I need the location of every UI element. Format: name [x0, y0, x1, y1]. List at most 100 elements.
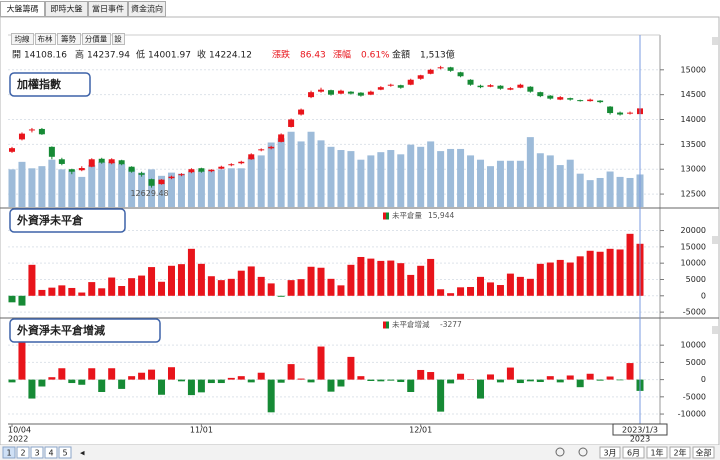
volume-bar — [447, 148, 455, 207]
tool-button[interactable] — [82, 33, 111, 45]
page-button[interactable] — [2, 446, 16, 459]
info-value: 14001.97 — [148, 51, 191, 61]
candle-body — [98, 158, 105, 163]
x-sub-label: 2022 — [8, 435, 28, 444]
tab[interactable] — [0, 1, 45, 17]
page-button[interactable] — [30, 446, 44, 459]
tool-label[interactable]: 均線 — [15, 34, 30, 44]
range-button[interactable] — [622, 446, 645, 459]
volume-bar — [317, 140, 325, 207]
volume-bar — [516, 160, 524, 207]
bar — [317, 267, 325, 296]
range-label[interactable]: 2年 — [673, 448, 686, 458]
tool-label[interactable]: 布林 — [38, 34, 53, 44]
range-label[interactable]: 1年 — [650, 448, 663, 458]
volume-bar — [546, 155, 554, 207]
panel-label: 外資淨未平倉增減 — [16, 323, 105, 337]
bar — [18, 295, 26, 306]
bar — [247, 266, 255, 296]
page-button[interactable] — [16, 446, 30, 459]
bar — [357, 376, 365, 380]
bar — [297, 279, 305, 296]
candle-body — [138, 173, 145, 175]
volume-bar — [556, 165, 564, 207]
tool-label[interactable]: 籌勢 — [61, 34, 76, 44]
bar — [626, 233, 634, 296]
tab[interactable] — [45, 1, 88, 17]
scroll-button[interactable] — [712, 236, 718, 244]
y-tick-label: 0 — [701, 291, 706, 300]
candle-body — [417, 75, 424, 79]
bar — [177, 264, 185, 296]
page-button[interactable] — [44, 446, 58, 459]
bar — [177, 379, 185, 382]
volume-bar — [596, 177, 604, 207]
volume-bar — [337, 150, 345, 207]
candle-body — [238, 161, 245, 164]
bar — [267, 379, 275, 413]
range-label[interactable]: 全部 — [696, 448, 712, 458]
tool-button[interactable] — [57, 33, 81, 45]
bar — [217, 280, 225, 296]
candle-body — [258, 149, 265, 151]
bar — [477, 276, 485, 296]
candle-body — [527, 86, 534, 92]
x-tick-label: 2023/1/3 — [622, 426, 658, 435]
bar — [98, 379, 106, 393]
range-button[interactable] — [692, 446, 715, 459]
range-label[interactable]: 3月 — [603, 449, 616, 458]
page-label[interactable]: 2 — [20, 449, 25, 458]
candle-body — [437, 67, 444, 69]
tab-label[interactable]: 大盤籌碼 — [7, 4, 39, 14]
candle-body — [168, 176, 175, 179]
pager-arrow[interactable]: ◂ — [80, 449, 85, 459]
legend-swatch — [386, 212, 389, 220]
legend-label: 未平倉量 — [392, 210, 422, 220]
volume-bar — [377, 152, 385, 207]
page-label[interactable]: 1 — [6, 449, 11, 458]
tool-button[interactable] — [35, 33, 56, 45]
tool-label[interactable]: 設 — [114, 34, 122, 44]
x-sub-label: 2023 — [630, 435, 650, 444]
panel-label: 加權指數 — [16, 77, 61, 91]
range-button[interactable] — [669, 446, 691, 459]
tab-label[interactable]: 當日事件 — [92, 4, 124, 14]
range-button[interactable] — [646, 446, 668, 459]
tool-button[interactable] — [11, 33, 34, 45]
bar — [78, 379, 86, 385]
candle-body — [497, 85, 504, 89]
candle-body — [467, 79, 474, 85]
range-label[interactable]: 6月 — [627, 449, 640, 458]
scroll-button[interactable] — [712, 37, 718, 45]
tab[interactable] — [128, 1, 166, 17]
bar — [18, 341, 26, 380]
bar — [277, 295, 285, 297]
bar — [8, 379, 16, 383]
volume-bar — [227, 168, 235, 207]
tab[interactable] — [88, 1, 128, 17]
page-label[interactable]: 3 — [34, 449, 39, 458]
bar — [387, 379, 395, 381]
info-label: 高 — [75, 49, 84, 61]
zoom-icon[interactable] — [555, 447, 565, 457]
bar — [68, 379, 76, 384]
tab-label[interactable]: 即時大盤 — [51, 4, 83, 14]
page-label[interactable]: 5 — [62, 449, 67, 458]
bar — [257, 276, 265, 296]
zoom-icon[interactable] — [578, 447, 588, 457]
candle-body — [78, 168, 85, 171]
bar — [437, 379, 445, 412]
y-tick-label: 15000 — [681, 65, 706, 74]
bar — [417, 369, 425, 380]
tool-button[interactable] — [112, 33, 125, 45]
bar — [447, 293, 455, 296]
scroll-button[interactable] — [712, 326, 718, 334]
tool-label[interactable]: 分價量 — [85, 35, 108, 44]
page-label[interactable]: 4 — [48, 449, 53, 458]
volume-bar — [496, 160, 504, 207]
bar — [197, 379, 205, 393]
tab-label[interactable]: 資金流向 — [131, 4, 163, 14]
page-button[interactable] — [58, 446, 72, 459]
range-button[interactable] — [599, 446, 621, 459]
